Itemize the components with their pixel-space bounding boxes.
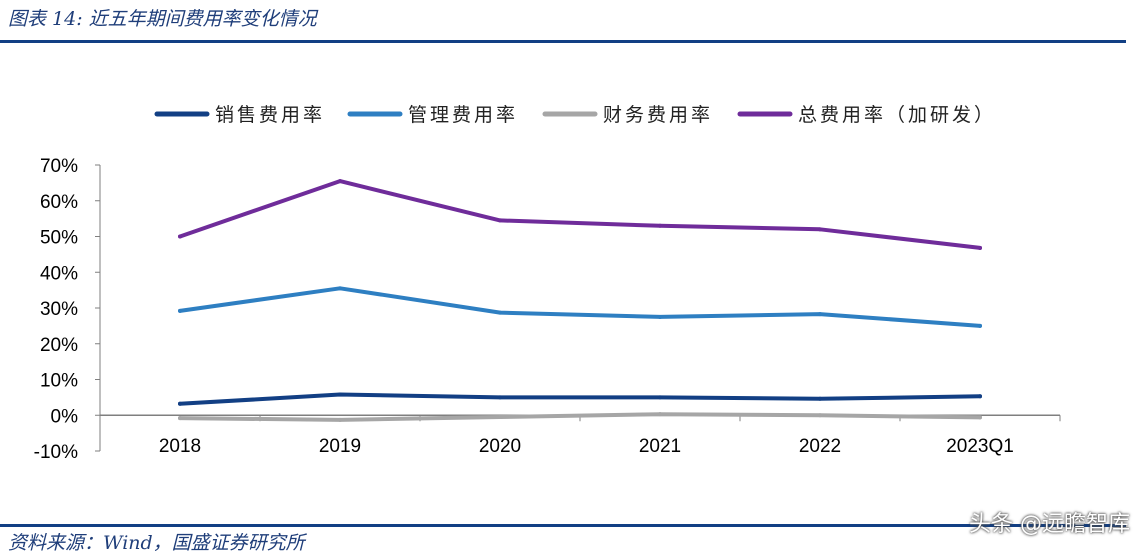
x-tick-label: 2021: [639, 436, 681, 457]
y-tick-label: 40%: [40, 263, 78, 284]
series-4-point: [178, 234, 182, 239]
series-group: [178, 179, 982, 422]
legend-label-4: 总费用率（加研发）: [798, 104, 996, 126]
series-2-point: [818, 312, 822, 317]
series-3-point: [338, 417, 342, 422]
series-1-point: [978, 394, 982, 399]
series-3-point: [818, 413, 822, 418]
x-tick-label: 2018: [159, 436, 201, 457]
title-divider: [0, 40, 1126, 43]
y-axis: -10% 0% 10% 20% 30% 40% 50% 60% 70%: [34, 156, 101, 463]
series-4-point: [338, 179, 342, 184]
x-tick-label: 2019: [319, 436, 361, 457]
x-tick-label: 2023Q1: [946, 436, 1014, 457]
y-tick-label: 20%: [40, 335, 78, 356]
series-4-point: [658, 223, 662, 228]
series-2-point: [978, 323, 982, 328]
watermark: 头条 @远瞻智库: [969, 512, 1130, 537]
figure-title: 图表 14: 近五年期间费用率变化情况: [8, 8, 317, 30]
y-tick-label: 70%: [40, 156, 78, 177]
series-line-3: [178, 412, 982, 422]
chart-legend: 销售费用率 管理费用率 财务费用率 总费用率（加研发）: [154, 104, 996, 126]
y-tick-label: 0%: [51, 406, 79, 427]
y-tick-label: -10%: [34, 442, 78, 463]
series-2-point: [178, 308, 182, 313]
legend-label-3: 财务费用率: [603, 104, 713, 126]
source-note: 资料来源：Wind，国盛证券研究所: [8, 532, 305, 554]
series-3-point: [178, 416, 182, 421]
series-1-point: [658, 395, 662, 400]
series-4-point: [818, 227, 822, 232]
series-1-point: [178, 401, 182, 406]
legend-label-1: 销售费用率: [215, 104, 325, 126]
series-line-1: [178, 392, 982, 406]
series-line-4: [178, 179, 982, 250]
x-tick-label: 2020: [479, 436, 521, 457]
series-4-point: [978, 245, 982, 250]
series-3-point: [658, 412, 662, 417]
x-tick-label: 2022: [799, 436, 841, 457]
series-1-point: [338, 392, 342, 397]
series-4-point: [498, 218, 502, 223]
x-axis: 2018 2019 2020 2021 2022 2023Q1: [99, 414, 1061, 457]
series-3-point: [498, 415, 502, 420]
y-tick-label: 30%: [40, 299, 78, 320]
series-1-point: [818, 396, 822, 401]
series-2-point: [498, 310, 502, 315]
series-1-point: [498, 395, 502, 400]
series-2-point: [338, 286, 342, 291]
series-3-point: [978, 415, 982, 420]
series-line-2: [178, 286, 982, 328]
y-tick-label: 60%: [40, 192, 78, 213]
series-2-point: [658, 314, 662, 319]
source-divider: [0, 524, 1126, 527]
y-tick-label: 10%: [40, 371, 78, 392]
legend-label-2: 管理费用率: [408, 104, 518, 126]
y-tick-label: 50%: [40, 228, 78, 249]
